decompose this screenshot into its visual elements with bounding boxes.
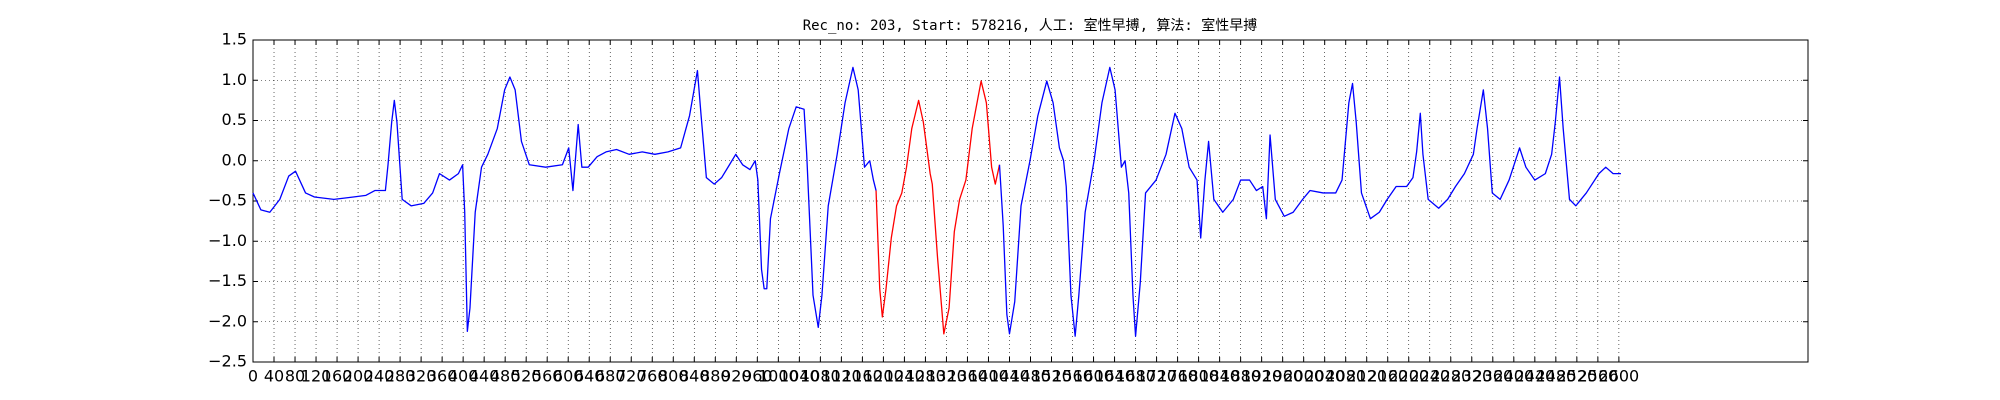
x-tick-label: 2120: [1346, 367, 1387, 386]
x-tick-label: 1680: [1115, 367, 1156, 386]
x-tick-label: 1480: [1010, 367, 1051, 386]
x-tick-label: 1440: [989, 367, 1030, 386]
x-tick-label: 440: [469, 367, 500, 386]
x-tick-label: 1920: [1241, 367, 1282, 386]
signal-line: [998, 66, 1621, 337]
x-tick-label: 1400: [968, 367, 1009, 386]
x-tick-label: 2200: [1388, 367, 1429, 386]
signal-line: [252, 66, 877, 333]
x-tick-label: 360: [427, 367, 458, 386]
x-tick-label: 1880: [1220, 367, 1261, 386]
plot-frame: [252, 39, 1809, 363]
signal-line: [875, 80, 1001, 335]
x-tick-label: 560: [532, 367, 563, 386]
x-tick-label: 80: [285, 367, 305, 386]
chart-title: Rec_no: 203, Start: 578216, 人工: 室性早搏, 算法…: [803, 17, 1258, 34]
x-tick-label: 480: [490, 367, 521, 386]
x-tick-label: 1760: [1157, 367, 1198, 386]
x-tick-label: 400: [448, 367, 479, 386]
y-tick-label: −0.5: [208, 191, 247, 210]
x-tick-label: 1360: [947, 367, 988, 386]
x-tick-label: 1040: [779, 367, 820, 386]
x-tick-label: 1080: [800, 367, 841, 386]
x-tick-label: 2040: [1304, 367, 1345, 386]
x-tick-label: 2400: [1493, 367, 1534, 386]
x-tick-label: 2520: [1556, 367, 1597, 386]
x-tick-label: 1960: [1262, 367, 1303, 386]
y-tick-label: 0.0: [222, 150, 247, 169]
x-tick-label: 2440: [1514, 367, 1555, 386]
x-tick-label: 1720: [1136, 367, 1177, 386]
x-tick-label: 280: [385, 367, 416, 386]
x-tick-label: 2240: [1409, 367, 1450, 386]
y-tick-label: 1.0: [222, 70, 247, 89]
y-tick-label: 0.5: [222, 110, 247, 129]
x-tick-label: 1320: [926, 367, 967, 386]
y-tick-label: −2.5: [208, 352, 247, 371]
x-tick-label: 2280: [1430, 367, 1471, 386]
x-tick-label: 1240: [884, 367, 925, 386]
x-tick-label: 1840: [1199, 367, 1240, 386]
x-tick-label: 640: [574, 367, 605, 386]
x-tick-label: 320: [406, 367, 437, 386]
x-tick-label: 2560: [1578, 367, 1619, 386]
x-tick-label: 1800: [1178, 367, 1219, 386]
y-tick-label: −1.5: [208, 271, 247, 290]
x-tick-label: 720: [616, 367, 647, 386]
x-tick-label: 1560: [1052, 367, 1093, 386]
x-tick-label: 840: [679, 367, 710, 386]
x-tick-label: 2080: [1325, 367, 1366, 386]
x-tick-label: 2360: [1472, 367, 1513, 386]
x-tick-label: 120: [301, 367, 332, 386]
x-tick-label: 2320: [1451, 367, 1492, 386]
y-tick-label: −2.0: [208, 311, 247, 330]
x-tick-label: 2000: [1283, 367, 1324, 386]
y-tick-label: 1.5: [222, 30, 247, 49]
x-tick-label: 1600: [1073, 367, 1114, 386]
x-tick-label: 2600: [1599, 367, 1640, 386]
x-tick-label: 2480: [1535, 367, 1576, 386]
x-tick-label: 760: [637, 367, 668, 386]
x-tick-label: 160: [322, 367, 353, 386]
x-tick-label: 1120: [821, 367, 862, 386]
x-tick-label: 1280: [905, 367, 946, 386]
x-tick-label: 0: [248, 367, 258, 386]
x-tick-label: 1520: [1031, 367, 1072, 386]
x-tick-label: 1640: [1094, 367, 1135, 386]
y-tick-label: −1.0: [208, 231, 247, 250]
x-tick-label: 1000: [758, 367, 799, 386]
x-tick-label: 880: [700, 367, 731, 386]
x-tick-label: 520: [511, 367, 542, 386]
x-tick-label: 2160: [1367, 367, 1408, 386]
x-tick-label: 960: [742, 367, 773, 386]
x-tick-label: 680: [595, 367, 626, 386]
x-tick-label: 800: [658, 367, 689, 386]
x-tick-label: 40: [264, 367, 284, 386]
x-tick-label: 1200: [863, 367, 904, 386]
x-tick-label: 200: [343, 367, 374, 386]
x-tick-label: 600: [553, 367, 584, 386]
x-tick-label: 920: [721, 367, 752, 386]
x-tick-label: 1160: [842, 367, 883, 386]
x-tick-label: 240: [364, 367, 395, 386]
